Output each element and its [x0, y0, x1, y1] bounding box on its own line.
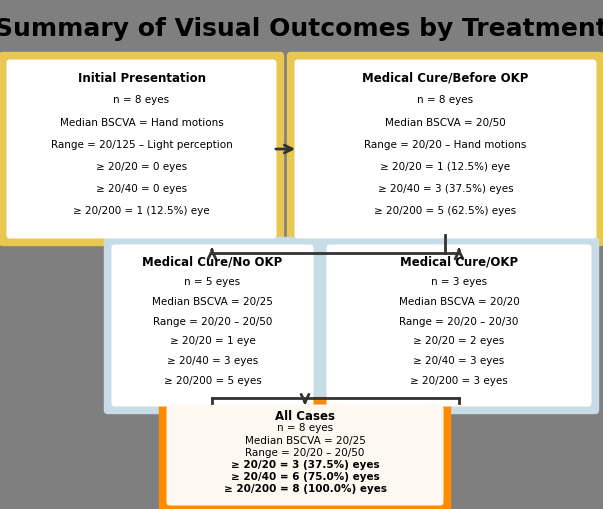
Text: Range = 20/20 – Hand motions: Range = 20/20 – Hand motions	[364, 139, 526, 150]
Text: Range = 20/20 – 20/50: Range = 20/20 – 20/50	[245, 447, 365, 458]
Text: ≥ 20/40 = 3 (37.5%) eyes: ≥ 20/40 = 3 (37.5%) eyes	[377, 184, 513, 194]
FancyBboxPatch shape	[166, 405, 443, 505]
Text: ≥ 20/40 = 0 eyes: ≥ 20/40 = 0 eyes	[96, 184, 187, 194]
Text: Range = 20/20 – 20/50: Range = 20/20 – 20/50	[153, 317, 272, 327]
Text: ≥ 20/200 = 1 (12.5%) eye: ≥ 20/200 = 1 (12.5%) eye	[73, 206, 210, 216]
Text: Medical Cure/No OKP: Medical Cure/No OKP	[142, 256, 283, 268]
Text: Medical Cure/Before OKP: Medical Cure/Before OKP	[362, 72, 529, 85]
Text: n = 3 eyes: n = 3 eyes	[431, 277, 487, 287]
FancyBboxPatch shape	[294, 60, 596, 239]
Text: ≥ 20/20 = 1 (12.5%) eye: ≥ 20/20 = 1 (12.5%) eye	[380, 162, 511, 172]
Text: n = 8 eyes: n = 8 eyes	[277, 423, 333, 434]
Text: Median BSCVA = 20/25: Median BSCVA = 20/25	[245, 436, 365, 445]
FancyBboxPatch shape	[159, 397, 451, 509]
Text: Median BSCVA = Hand motions: Median BSCVA = Hand motions	[60, 118, 223, 128]
FancyBboxPatch shape	[7, 60, 277, 239]
Text: ≥ 20/40 = 3 eyes: ≥ 20/40 = 3 eyes	[167, 356, 258, 366]
Text: n = 8 eyes: n = 8 eyes	[417, 96, 473, 105]
Text: ≥ 20/20 = 0 eyes: ≥ 20/20 = 0 eyes	[96, 162, 187, 172]
Text: ≥ 20/200 = 5 (62.5%) eyes: ≥ 20/200 = 5 (62.5%) eyes	[374, 206, 517, 216]
FancyBboxPatch shape	[319, 237, 599, 414]
FancyBboxPatch shape	[287, 52, 603, 246]
Text: Summary of Visual Outcomes by Treatment: Summary of Visual Outcomes by Treatment	[0, 17, 603, 41]
Text: All Cases: All Cases	[275, 410, 335, 423]
Text: ≥ 20/20 = 2 eyes: ≥ 20/20 = 2 eyes	[414, 336, 505, 347]
FancyBboxPatch shape	[104, 237, 321, 414]
Text: Median BSCVA = 20/20: Median BSCVA = 20/20	[399, 297, 519, 306]
Text: ≥ 20/20 = 1 eye: ≥ 20/20 = 1 eye	[169, 336, 256, 347]
Text: Initial Presentation: Initial Presentation	[78, 72, 206, 85]
Text: Range = 20/125 – Light perception: Range = 20/125 – Light perception	[51, 139, 232, 150]
Text: ≥ 20/40 = 3 eyes: ≥ 20/40 = 3 eyes	[414, 356, 505, 366]
Text: Medical Cure/OKP: Medical Cure/OKP	[400, 256, 518, 268]
Text: ≥ 20/200 = 8 (100.0%) eyes: ≥ 20/200 = 8 (100.0%) eyes	[224, 484, 387, 494]
Text: ≥ 20/20 = 3 (37.5%) eyes: ≥ 20/20 = 3 (37.5%) eyes	[231, 460, 379, 470]
FancyBboxPatch shape	[326, 244, 592, 407]
FancyBboxPatch shape	[112, 244, 314, 407]
Text: ≥ 20/40 = 6 (75.0%) eyes: ≥ 20/40 = 6 (75.0%) eyes	[230, 472, 379, 482]
Text: ≥ 20/200 = 5 eyes: ≥ 20/200 = 5 eyes	[163, 376, 261, 386]
Text: n = 8 eyes: n = 8 eyes	[113, 96, 169, 105]
Text: Median BSCVA = 20/50: Median BSCVA = 20/50	[385, 118, 506, 128]
FancyBboxPatch shape	[0, 52, 284, 246]
Text: ≥ 20/200 = 3 eyes: ≥ 20/200 = 3 eyes	[410, 376, 508, 386]
Text: Median BSCVA = 20/25: Median BSCVA = 20/25	[152, 297, 273, 306]
Text: n = 5 eyes: n = 5 eyes	[185, 277, 241, 287]
Text: Range = 20/20 – 20/30: Range = 20/20 – 20/30	[399, 317, 519, 327]
